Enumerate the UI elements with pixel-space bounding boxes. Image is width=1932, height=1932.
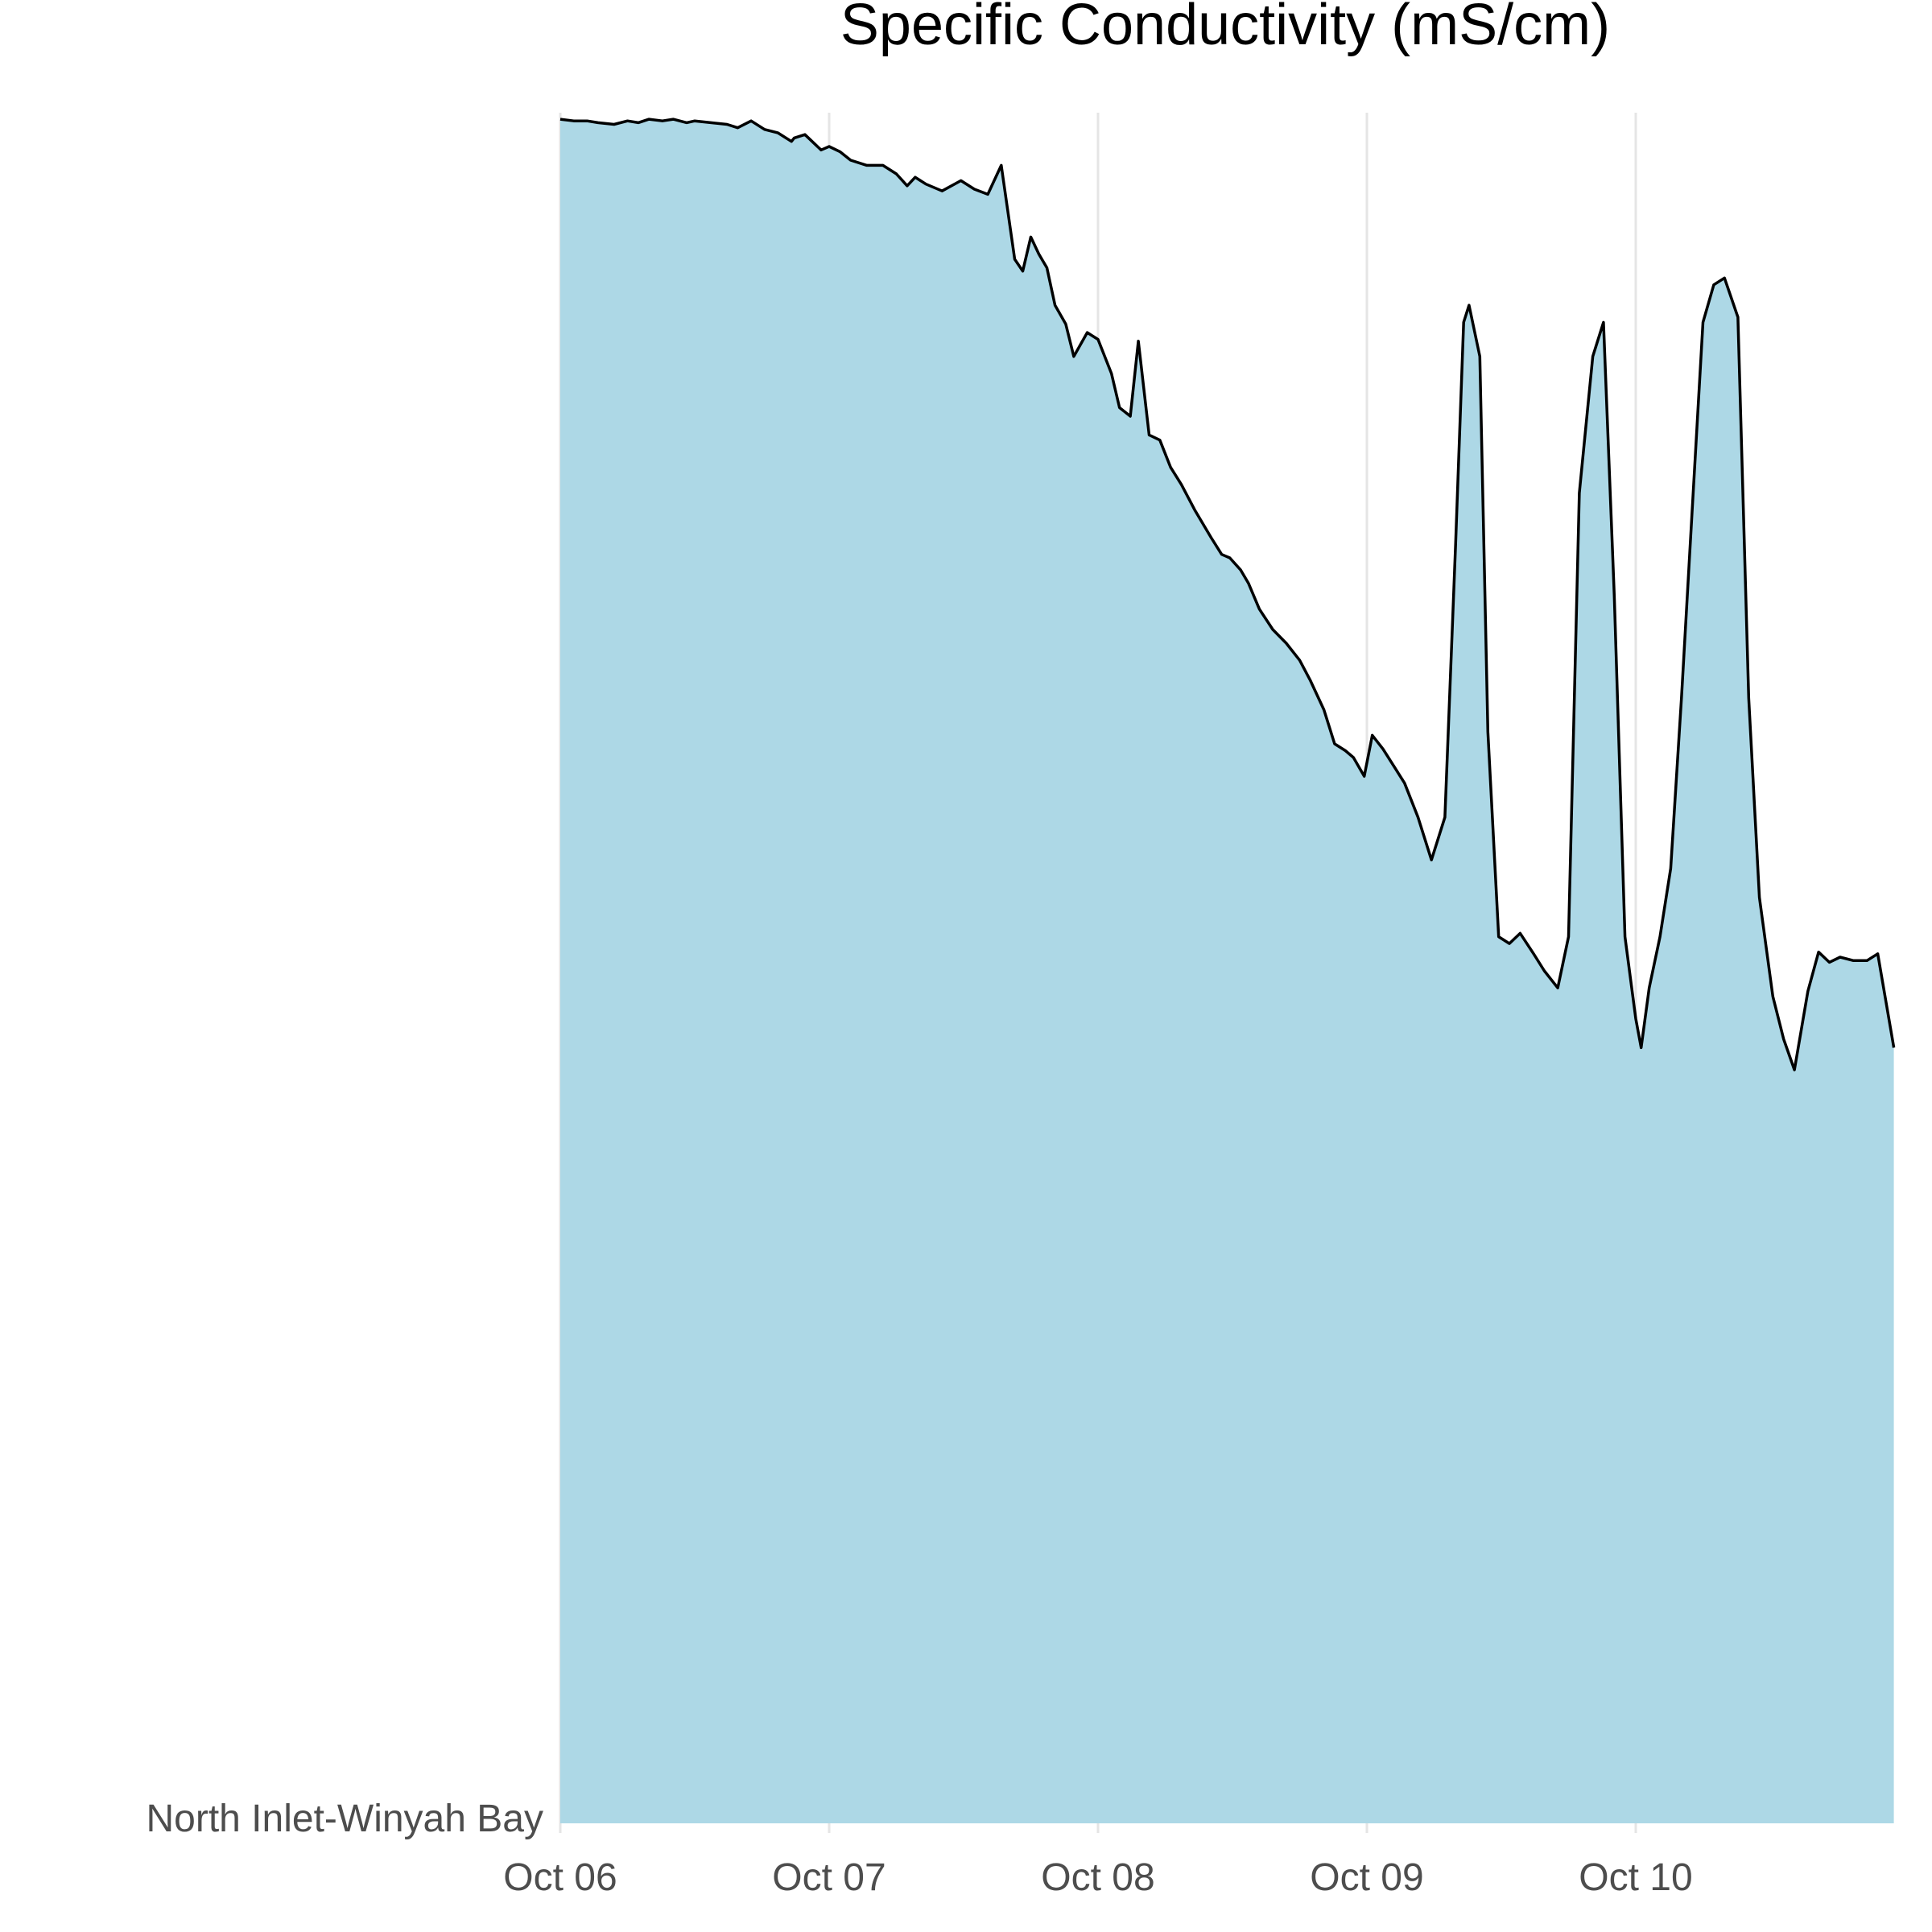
x-tick-label: Oct 06 (503, 1856, 617, 1899)
x-tick-label: Oct 10 (1579, 1856, 1692, 1899)
x-tick-label: Oct 08 (1041, 1856, 1154, 1899)
chart-title: Specific Conductivity (mS/cm) (840, 0, 1610, 57)
series-line (559, 118, 1896, 1071)
series-area-fill (560, 119, 1894, 1823)
x-axis-ticks: Oct 06 Oct 07 Oct 08 Oct 09 Oct 10 (503, 1856, 1692, 1899)
x-tick-label: Oct 07 (772, 1856, 886, 1899)
x-tick-label: Oct 09 (1310, 1856, 1423, 1899)
y-category-label: North Inlet-Winyah Bay (146, 1798, 543, 1840)
